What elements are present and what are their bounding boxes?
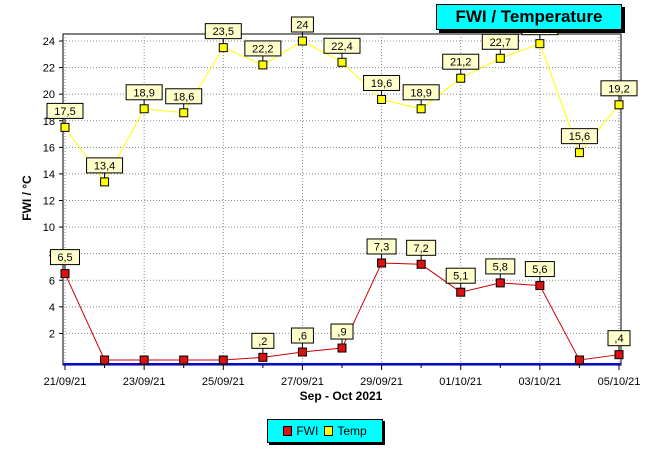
- y-tick-label: 14: [43, 169, 55, 181]
- data-point-temp: [495, 53, 505, 63]
- data-label: 19,6: [371, 78, 392, 90]
- legend-label-temp: Temp: [337, 424, 367, 438]
- x-tick-label: 27/09/21: [281, 376, 324, 388]
- chart-title: FWI / Temperature: [436, 4, 622, 30]
- data-label: 22,2: [252, 43, 273, 55]
- data-point-fwi: [614, 350, 624, 360]
- x-tick-label: 29/09/21: [360, 376, 403, 388]
- data-point-temp: [574, 148, 584, 158]
- data-point-temp: [614, 100, 624, 110]
- data-label: ,2: [258, 336, 267, 348]
- data-point-fwi: [297, 347, 307, 357]
- legend-item-fwi: FWI: [283, 424, 318, 438]
- data-label: 18,9: [410, 87, 431, 99]
- data-label: 24: [296, 20, 308, 32]
- x-tick-label: 03/10/21: [518, 376, 561, 388]
- data-point-temp: [456, 73, 466, 83]
- data-label: 7,3: [374, 241, 389, 253]
- data-point-fwi: [456, 287, 466, 297]
- data-point-temp: [535, 39, 545, 49]
- y-tick-label: 4: [49, 302, 55, 314]
- data-label: ,4: [614, 333, 623, 345]
- data-label: ,9: [337, 327, 346, 339]
- data-point-temp: [258, 60, 268, 70]
- y-tick-label: 6: [49, 275, 55, 287]
- x-tick-label: 05/10/21: [598, 376, 641, 388]
- data-label: 15,6: [569, 131, 590, 143]
- x-tick-label: 21/09/21: [44, 376, 87, 388]
- data-point-fwi: [337, 343, 347, 353]
- data-point-temp: [297, 36, 307, 46]
- data-label: 22,4: [331, 41, 352, 53]
- data-label: 19,2: [608, 83, 629, 95]
- legend-swatch-fwi: [283, 426, 293, 436]
- x-tick-label: 01/10/21: [439, 376, 482, 388]
- data-label: 17,5: [54, 106, 75, 118]
- data-point-temp: [218, 43, 228, 53]
- series-layer: [60, 36, 624, 365]
- data-label: 22,7: [490, 37, 511, 49]
- data-point-fwi: [139, 355, 149, 365]
- data-point-fwi: [258, 352, 268, 362]
- data-point-temp: [337, 57, 347, 67]
- axes-layer: 2468101214161820222421/09/2123/09/2125/0…: [43, 36, 641, 388]
- data-label-layer: 6,5 ,2 ,6 ,9 7,3 7,2 5,1 5,8 5,6 ,4 17,5 13,4 18,9 18…: [46, 16, 638, 354]
- y-tick-label: 24: [43, 36, 55, 48]
- data-label: 5,6: [532, 264, 547, 276]
- data-point-fwi: [377, 258, 387, 268]
- legend-swatch-temp: [324, 426, 334, 436]
- y-axis-label: FWI / °C: [20, 175, 34, 221]
- data-point-fwi: [416, 259, 426, 269]
- y-tick-label: 10: [43, 222, 55, 234]
- data-point-fwi: [100, 355, 110, 365]
- data-point-fwi: [60, 269, 70, 279]
- grid-layer: [62, 33, 622, 366]
- y-tick-label: 16: [43, 142, 55, 154]
- plot-area: [62, 33, 622, 366]
- y-tick-label: 20: [43, 89, 55, 101]
- y-tick-label: 22: [43, 63, 55, 75]
- data-label: 18,6: [173, 91, 194, 103]
- data-label: 5,1: [453, 271, 468, 283]
- y-tick-label: 2: [49, 328, 55, 340]
- data-label: 6,5: [57, 252, 72, 264]
- x-axis-label: Sep - Oct 2021: [300, 389, 383, 403]
- data-point-temp: [100, 177, 110, 187]
- data-point-temp: [416, 104, 426, 114]
- data-point-temp: [60, 122, 70, 132]
- data-point-temp: [139, 104, 149, 114]
- y-tick-label: 12: [43, 196, 55, 208]
- x-tick-label: 23/09/21: [123, 376, 166, 388]
- data-label: 18,9: [133, 87, 154, 99]
- data-point-temp: [179, 108, 189, 118]
- data-label: 5,8: [493, 261, 508, 273]
- data-point-fwi: [179, 355, 189, 365]
- x-tick-label: 25/09/21: [202, 376, 245, 388]
- legend-label-fwi: FWI: [296, 424, 319, 438]
- legend: FWI Temp: [267, 419, 383, 443]
- data-label: 21,2: [450, 57, 471, 69]
- data-label: ,6: [298, 331, 307, 343]
- data-point-fwi: [535, 281, 545, 291]
- data-point-fwi: [218, 355, 228, 365]
- data-label: 23,5: [213, 26, 234, 38]
- data-point-fwi: [495, 278, 505, 288]
- data-point-temp: [377, 94, 387, 104]
- data-point-fwi: [574, 355, 584, 365]
- legend-item-temp: Temp: [324, 424, 367, 438]
- data-label: 7,2: [413, 243, 428, 255]
- data-label: 13,4: [94, 160, 115, 172]
